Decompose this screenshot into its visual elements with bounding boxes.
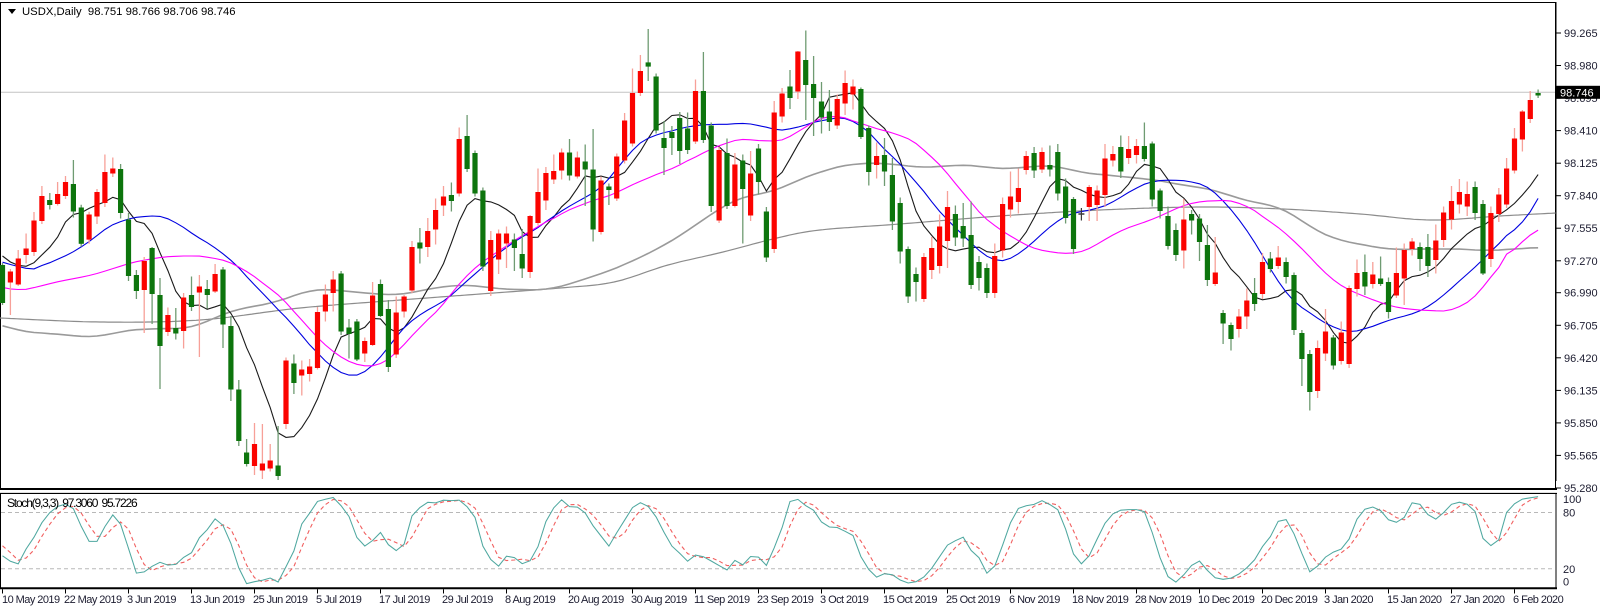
svg-text:20 Aug 2019: 20 Aug 2019 xyxy=(568,594,624,606)
svg-text:96.420: 96.420 xyxy=(1564,353,1598,365)
svg-text:20: 20 xyxy=(1563,564,1575,576)
svg-text:10 Dec 2019: 10 Dec 2019 xyxy=(1198,594,1255,606)
svg-text:98.746: 98.746 xyxy=(1560,87,1594,99)
svg-text:25 Jun 2019: 25 Jun 2019 xyxy=(253,594,308,606)
svg-text:13 Jun 2019: 13 Jun 2019 xyxy=(190,594,245,606)
svg-text:20 Dec 2019: 20 Dec 2019 xyxy=(1261,594,1318,606)
svg-text:15 Oct 2019: 15 Oct 2019 xyxy=(883,594,937,606)
svg-text:3 Oct 2019: 3 Oct 2019 xyxy=(820,594,869,606)
svg-text:USDX,Daily 98.751 98.766 98.7: USDX,Daily 98.751 98.766 98.706 98.746 xyxy=(22,6,236,18)
svg-text:96.135: 96.135 xyxy=(1564,385,1598,397)
svg-text:0: 0 xyxy=(1563,577,1569,589)
svg-text:18 Nov 2019: 18 Nov 2019 xyxy=(1072,594,1129,606)
svg-text:5 Jul 2019: 5 Jul 2019 xyxy=(316,594,362,606)
svg-text:96.705: 96.705 xyxy=(1564,320,1598,332)
svg-text:95.565: 95.565 xyxy=(1564,450,1598,462)
svg-text:10 May 2019: 10 May 2019 xyxy=(2,594,60,606)
svg-text:15 Jan 2020: 15 Jan 2020 xyxy=(1387,594,1442,606)
svg-text:3 Jan 2020: 3 Jan 2020 xyxy=(1324,594,1373,606)
svg-text:100: 100 xyxy=(1563,494,1581,506)
svg-text:3 Jun 2019: 3 Jun 2019 xyxy=(127,594,176,606)
svg-text:23 Sep 2019: 23 Sep 2019 xyxy=(757,594,814,606)
svg-text:30 Aug 2019: 30 Aug 2019 xyxy=(631,594,687,606)
svg-text:27 Jan 2020: 27 Jan 2020 xyxy=(1450,594,1505,606)
svg-text:17 Jul 2019: 17 Jul 2019 xyxy=(379,594,430,606)
svg-text:97.840: 97.840 xyxy=(1564,191,1598,203)
svg-text:25 Oct 2019: 25 Oct 2019 xyxy=(946,594,1000,606)
svg-text:6 Feb 2020: 6 Feb 2020 xyxy=(1513,594,1564,606)
svg-text:98.125: 98.125 xyxy=(1564,158,1598,170)
svg-text:95.280: 95.280 xyxy=(1564,483,1598,495)
svg-text:97.555: 97.555 xyxy=(1564,223,1598,235)
svg-text:28 Nov 2019: 28 Nov 2019 xyxy=(1135,594,1192,606)
svg-text:80: 80 xyxy=(1563,508,1575,520)
svg-text:6 Nov 2019: 6 Nov 2019 xyxy=(1009,594,1060,606)
svg-text:29 Jul 2019: 29 Jul 2019 xyxy=(442,594,493,606)
svg-text:22 May 2019: 22 May 2019 xyxy=(64,594,122,606)
svg-text:95.850: 95.850 xyxy=(1564,418,1598,430)
svg-text:98.410: 98.410 xyxy=(1564,126,1598,138)
svg-text:8 Aug 2019: 8 Aug 2019 xyxy=(505,594,556,606)
svg-text:96.990: 96.990 xyxy=(1564,288,1598,300)
svg-text:99.265: 99.265 xyxy=(1564,28,1598,40)
svg-text:97.270: 97.270 xyxy=(1564,256,1598,268)
svg-text:Stoch(9,3,3) 97.3060 95.7226: Stoch(9,3,3) 97.3060 95.7226 xyxy=(7,496,138,510)
svg-text:98.980: 98.980 xyxy=(1564,61,1598,73)
svg-text:11 Sep 2019: 11 Sep 2019 xyxy=(694,594,750,606)
